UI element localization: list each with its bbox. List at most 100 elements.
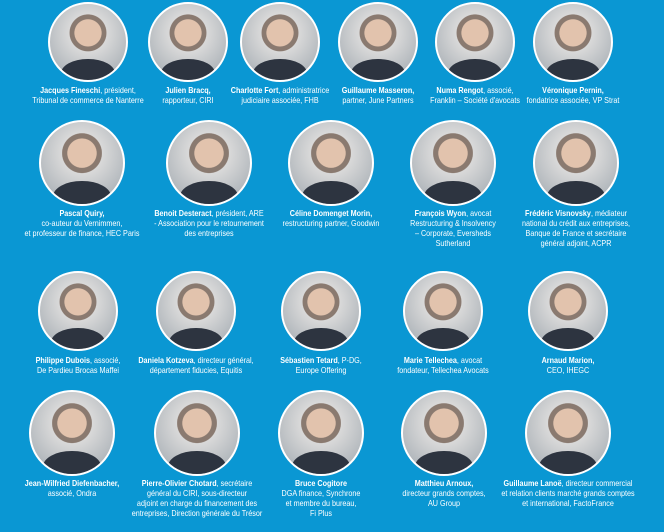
speaker-name: Bruce Cogitore <box>294 478 348 488</box>
speaker-photo-body <box>161 58 215 80</box>
speaker-photo-body <box>253 58 307 80</box>
speaker-caption: Pierre-Olivier Chotard, secrétaire génér… <box>124 478 270 518</box>
speaker-role: , associé, Franklin – Société d'avocats <box>430 85 520 105</box>
speaker-photo-body <box>546 58 600 80</box>
speaker-photo-body <box>448 58 502 80</box>
speaker-photo-body <box>416 327 470 349</box>
speaker-photo <box>39 120 125 206</box>
speaker-photo <box>278 390 364 476</box>
speaker-photo <box>401 390 487 476</box>
speaker-role: , secrétaire général du CIRI, sous-direc… <box>131 478 263 518</box>
speaker-name: Sébastien Tetard <box>280 355 338 365</box>
speaker-role: , président, ARE - Association pour le r… <box>154 208 264 238</box>
speaker-caption: Jacques Fineschi, président, Tribunal de… <box>15 85 161 105</box>
speaker-photo-body <box>294 327 348 349</box>
speaker-role: rapporteur, CIRI <box>162 95 214 105</box>
speaker-role: directeur grands comptes, AU Group <box>402 488 486 508</box>
speaker-caption: Benoit Desteract, président, ARE - Assoc… <box>136 208 282 238</box>
speaker-caption: Charlotte Fort, administratrice judiciai… <box>207 85 353 105</box>
speaker-caption: Bruce Cogitore DGA finance, Synchrone et… <box>248 478 394 518</box>
speaker-photo <box>525 390 611 476</box>
speaker-photo <box>528 271 608 351</box>
speaker-caption: Numa Rengot, associé, Franklin – Société… <box>402 85 548 105</box>
speaker-caption: Véronique Pernin, fondatrice associée, V… <box>500 85 646 105</box>
speaker-name: Jean-Wilfried Diefenbacher, <box>24 478 120 488</box>
speaker-role: , directeur commercial et relation clien… <box>501 478 635 508</box>
speaker-photo-body <box>169 327 223 349</box>
speaker-photo <box>281 271 361 351</box>
speaker-caption: Julien Bracq, rapporteur, CIRI <box>115 85 261 105</box>
speaker-role: , administratrice judiciaire associée, F… <box>241 85 330 105</box>
speaker-caption: Marie Tellechea, avocat fondateur, Telle… <box>370 355 516 375</box>
speaker-photo-body <box>292 451 350 474</box>
speaker-photo-body <box>415 451 473 474</box>
speaker-role: fondatrice associée, VP Strat <box>526 95 620 105</box>
speaker-name: Philippe Dubois <box>35 355 90 365</box>
speaker-photo <box>148 2 228 82</box>
speaker-role: , avocat Restructuring & Insolvency – Co… <box>410 208 496 248</box>
speaker-photo <box>410 120 496 206</box>
speaker-caption: François Wyon, avocat Restructuring & In… <box>380 208 526 248</box>
speaker-caption: Philippe Dubois, associé, De Pardieu Bro… <box>5 355 151 375</box>
speaker-photo <box>533 2 613 82</box>
speaker-role: , associé, De Pardieu Brocas Maffei <box>37 355 121 375</box>
speaker-name: Pascal Quiry, <box>59 208 105 218</box>
speaker-name: Charlotte Fort <box>230 85 279 95</box>
speaker-role: CEO, IHEGC <box>546 365 590 375</box>
speaker-name: Guillaume Lanoë <box>503 478 562 488</box>
speaker-photo <box>154 390 240 476</box>
speaker-name: Numa Rengot <box>436 85 484 95</box>
speaker-photo-body <box>51 327 105 349</box>
speaker-photo <box>435 2 515 82</box>
speaker-role: , président, Tribunal de commerce de Nan… <box>32 85 144 105</box>
speaker-photo-body <box>302 181 360 204</box>
speaker-photo-body <box>168 451 226 474</box>
speaker-name: Jacques Fineschi <box>40 85 101 95</box>
speaker-photo <box>338 2 418 82</box>
speaker-role: , directeur général, département fiducie… <box>149 355 254 375</box>
speaker-photo-body <box>53 181 111 204</box>
speaker-photo <box>533 120 619 206</box>
speaker-name: Matthieu Arnoux, <box>414 478 474 488</box>
speaker-caption: Daniela Kotzeva, directeur général, dépa… <box>123 355 269 375</box>
speaker-photo-body <box>541 327 595 349</box>
speaker-caption: Matthieu Arnoux, directeur grands compte… <box>371 478 517 508</box>
speaker-caption: Jean-Wilfried Diefenbacher, associé, Ond… <box>0 478 145 498</box>
speaker-name: Céline Domenget Morin, <box>289 208 373 218</box>
speaker-role: , médiateur national du crédit aux entre… <box>521 208 631 248</box>
speaker-caption: Sébastien Tetard, P-DG, Europe Offering <box>248 355 394 375</box>
speaker-photo <box>29 390 115 476</box>
speaker-name: Marie Tellechea <box>403 355 457 365</box>
speaker-name: Véronique Pernin, <box>542 85 604 95</box>
speaker-caption: Guillaume Masseron, partner, June Partne… <box>305 85 451 105</box>
speaker-photo <box>156 271 236 351</box>
speaker-caption: Pascal Quiry, co-auteur du Vernimmen, et… <box>9 208 155 238</box>
speaker-caption: Guillaume Lanoë, directeur commercial et… <box>495 478 641 508</box>
speaker-photo-body <box>61 58 115 80</box>
speaker-photo-body <box>539 451 597 474</box>
speaker-name: Daniela Kotzeva <box>138 355 194 365</box>
speaker-role: DGA finance, Synchrone et membre du bure… <box>281 488 361 518</box>
speaker-role: partner, June Partners <box>342 95 414 105</box>
speaker-photo-body <box>43 451 101 474</box>
speaker-name: Pierre-Olivier Chotard <box>141 478 217 488</box>
speaker-caption: Frédéric Visnovsky, médiateur national d… <box>503 208 649 248</box>
speaker-name: Frédéric Visnovsky <box>525 208 591 218</box>
speaker-name: Guillaume Masseron, <box>341 85 415 95</box>
speaker-photo <box>288 120 374 206</box>
speaker-name: François Wyon <box>414 208 467 218</box>
speaker-photo-body <box>180 181 238 204</box>
speaker-photo-body <box>351 58 405 80</box>
speaker-photo <box>403 271 483 351</box>
speaker-name: Benoit Desteract <box>154 208 212 218</box>
speaker-photo <box>48 2 128 82</box>
speaker-caption: Céline Domenget Morin, restructuring par… <box>258 208 404 228</box>
speaker-role: associé, Ondra <box>47 488 97 498</box>
speaker-role: co-auteur du Vernimmen, et professeur de… <box>24 218 140 238</box>
speaker-photo-body <box>424 181 482 204</box>
speaker-role: , avocat fondateur, Tellechea Avocats <box>397 355 489 375</box>
speaker-caption: Arnaud Marion, CEO, IHEGC <box>495 355 641 375</box>
speaker-photo <box>166 120 252 206</box>
speaker-role: , P-DG, Europe Offering <box>295 355 362 375</box>
speaker-name: Arnaud Marion, <box>541 355 595 365</box>
